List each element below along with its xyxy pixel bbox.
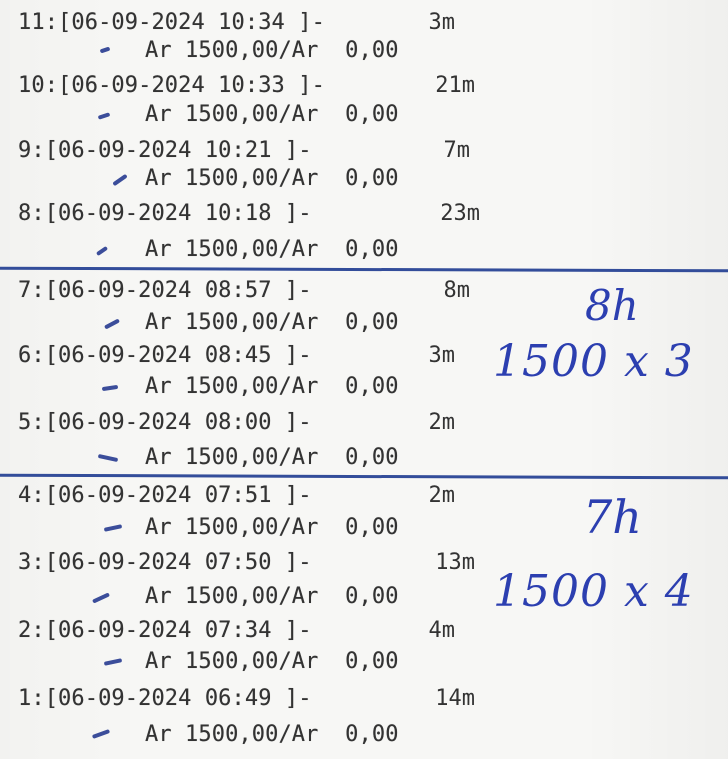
checkmark-icon <box>103 318 121 330</box>
entry-3-amount: Ar 1500,00/Ar 0,00 <box>145 584 399 609</box>
hand-drawn-separator <box>0 473 728 480</box>
handwritten-calc-top: 1500 x 3 <box>493 336 694 387</box>
checkmark-icon <box>97 112 111 120</box>
entry-9-duration: 7m <box>443 138 471 163</box>
entry-5-amount: Ar 1500,00/Ar 0,00 <box>145 445 399 470</box>
entry-8-amount: Ar 1500,00/Ar 0,00 <box>145 237 399 262</box>
entry-7-amount: Ar 1500,00/Ar 0,00 <box>145 310 399 335</box>
checkmark-icon <box>91 729 111 739</box>
entry-10-duration: 21m <box>435 73 475 98</box>
entry-5-header: 5:[06-09-2024 08:00 ]- <box>18 410 312 435</box>
checkmark-icon <box>99 46 111 54</box>
checkmark-icon <box>95 245 109 257</box>
entry-4-amount: Ar 1500,00/Ar 0,00 <box>145 515 399 540</box>
entry-6-amount: Ar 1500,00/Ar 0,00 <box>145 374 399 399</box>
entry-6-duration: 3m <box>428 343 456 368</box>
entry-6-header: 6:[06-09-2024 08:45 ]- <box>18 343 312 368</box>
entry-1-duration: 14m <box>435 686 475 711</box>
entry-2-amount: Ar 1500,00/Ar 0,00 <box>145 649 399 674</box>
handwritten-time-bottom: 7h <box>583 490 642 544</box>
entry-11-duration: 3m <box>428 10 456 35</box>
entry-2-duration: 4m <box>428 618 456 643</box>
entry-5-duration: 2m <box>428 410 456 435</box>
handwritten-time-top: 8h <box>585 281 639 330</box>
entry-7-header: 7:[06-09-2024 08:57 ]- <box>18 278 312 303</box>
entry-11-header: 11:[06-09-2024 10:34 ]- <box>18 10 325 35</box>
entry-10-header: 10:[06-09-2024 10:33 ]- <box>18 73 325 98</box>
entry-3-duration: 13m <box>435 550 475 575</box>
entry-4-duration: 2m <box>428 483 456 508</box>
checkmark-icon <box>103 524 123 532</box>
entry-11-amount: Ar 1500,00/Ar 0,00 <box>145 38 399 63</box>
checkmark-icon <box>112 173 128 187</box>
entry-7-duration: 8m <box>443 278 471 303</box>
hand-drawn-separator <box>0 266 728 273</box>
handwritten-calc-bottom: 1500 x 4 <box>493 566 694 617</box>
checkmark-icon <box>97 453 119 463</box>
checkmark-icon <box>103 658 123 666</box>
entry-8-header: 8:[06-09-2024 10:18 ]- <box>18 201 312 226</box>
entry-9-header: 9:[06-09-2024 10:21 ]- <box>18 138 312 163</box>
entry-1-header: 1:[06-09-2024 06:49 ]- <box>18 686 312 711</box>
entry-8-duration: 23m <box>440 201 480 226</box>
entry-4-header: 4:[06-09-2024 07:51 ]- <box>18 483 312 508</box>
entry-1-amount: Ar 1500,00/Ar 0,00 <box>145 722 399 747</box>
entry-9-amount: Ar 1500,00/Ar 0,00 <box>145 166 399 191</box>
entry-2-header: 2:[06-09-2024 07:34 ]- <box>18 618 312 643</box>
entry-3-header: 3:[06-09-2024 07:50 ]- <box>18 550 312 575</box>
checkmark-icon <box>91 592 111 604</box>
checkmark-icon <box>101 384 119 392</box>
entry-10-amount: Ar 1500,00/Ar 0,00 <box>145 102 399 127</box>
